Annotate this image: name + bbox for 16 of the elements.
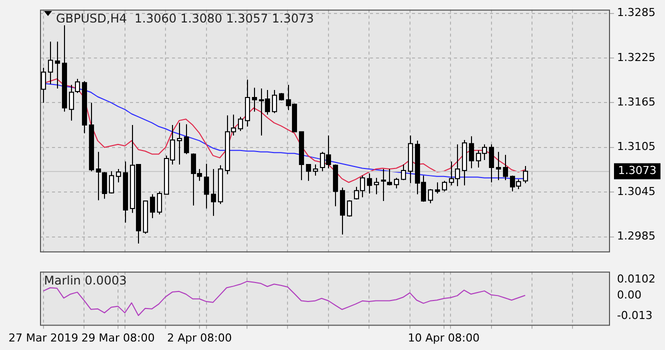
y-tick-label: 1.3105 [617,140,656,154]
y-tick-label: 1.3225 [617,50,656,64]
y-tick-label: 1.3285 [617,6,656,20]
y-tick-label: 1.3045 [617,184,656,198]
y-tick-label: -0.013 [617,309,652,322]
chart-title: GBPUSD,H4 1.3060 1.3080 1.3057 1.3073 [56,12,314,26]
y-tick-label: 0.0102 [617,272,656,286]
chart-title: Marlin 0.0003 [44,274,127,288]
y-tick-label: 1.2985 [617,230,656,243]
x-tick-label: 10 Apr 08:00 [408,331,480,344]
ref-line-label: 1.3073 [618,164,656,178]
x-tick-label: 27 Mar 2019 [8,331,78,344]
x-tick-label: 29 Mar 08:00 [81,331,155,344]
x-tick-label: 2 Apr 08:00 [167,331,232,344]
y-tick-label: 0.00 [617,288,642,302]
y-tick-label: 1.3165 [617,96,656,109]
